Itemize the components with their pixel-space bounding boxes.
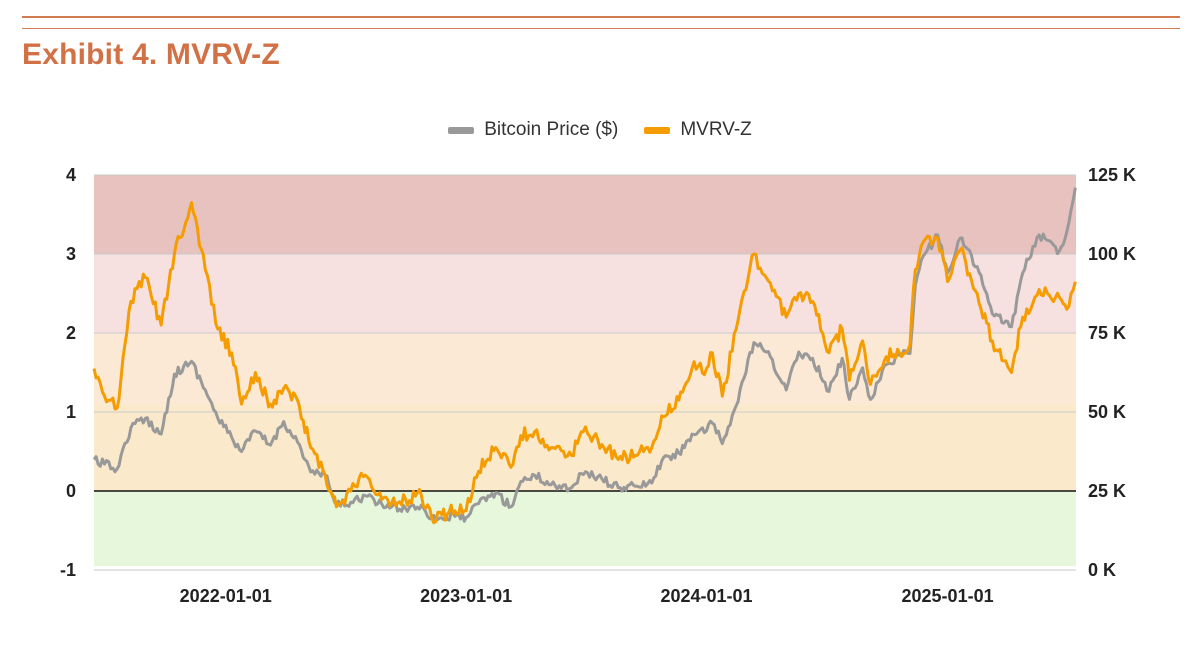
- y-axis-left: 4 3 2 1 0 -1: [60, 165, 76, 580]
- y-axis-right: 125 K 100 K 75 K 50 K 25 K 0 K: [1088, 165, 1136, 580]
- y-left-tick-label: 0: [66, 481, 76, 501]
- y-right-tick-label: 0 K: [1088, 560, 1116, 580]
- legend-item-price[interactable]: Bitcoin Price ($): [448, 119, 618, 141]
- zone-band-peach: [94, 333, 1076, 405]
- y-right-tick-label: 50 K: [1088, 402, 1126, 422]
- page-title: Exhibit 4. MVRV-Z: [22, 38, 280, 71]
- series-line-mvrv-z: [92, 201, 1077, 525]
- y-left-tick-label: 3: [66, 244, 76, 264]
- gridlines: [94, 174, 1076, 571]
- y-right-tick-label: 25 K: [1088, 481, 1126, 501]
- legend-label-mvrvz: MVRV-Z: [680, 119, 752, 140]
- series-lines: [92, 187, 1077, 525]
- y-right-tick-label: 100 K: [1088, 244, 1136, 264]
- zone-band-pink: [94, 254, 1076, 333]
- y-right-tick-label: 125 K: [1088, 165, 1136, 185]
- x-tick-label: 2022-01-01: [180, 586, 272, 606]
- y-left-tick-label: 2: [66, 323, 76, 343]
- zone-band-yellow: [94, 404, 1076, 491]
- x-tick-label: 2023-01-01: [420, 586, 512, 606]
- header-rule-bottom: [22, 28, 1180, 29]
- y-left-tick-label: -1: [60, 560, 76, 580]
- header-rule-top: [22, 16, 1180, 18]
- x-axis: 2022-01-01 2023-01-01 2024-01-01 2025-01-01: [180, 586, 994, 606]
- legend-swatch-mvrvz: [644, 126, 671, 134]
- zone-bands: [94, 175, 1076, 567]
- y-left-tick-label: 1: [66, 402, 76, 422]
- zone-band-green: [94, 491, 1076, 567]
- zone-band-red: [94, 175, 1076, 254]
- y-right-tick-label: 75 K: [1088, 323, 1126, 343]
- x-tick-label: 2025-01-01: [902, 586, 994, 606]
- legend-swatch-price: [448, 126, 475, 134]
- y-left-tick-label: 4: [66, 165, 76, 185]
- legend-item-mvrvz[interactable]: MVRV-Z: [644, 119, 752, 141]
- x-tick-label: 2024-01-01: [660, 586, 752, 606]
- chart-legend: Bitcoin Price ($) MVRV-Z: [0, 119, 1200, 141]
- legend-label-price: Bitcoin Price ($): [484, 119, 619, 140]
